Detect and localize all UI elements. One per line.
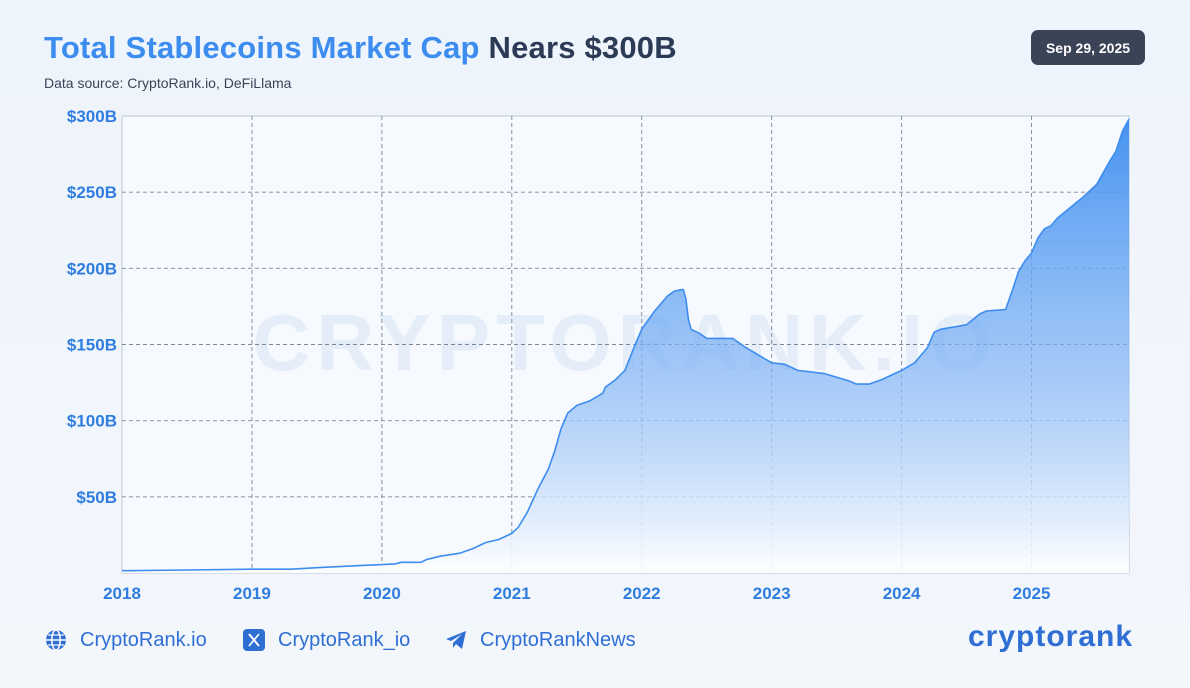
x-tick-label: 2018 [103,584,141,603]
y-tick-label: $100B [67,412,117,431]
y-tick-label: $300B [67,107,117,126]
x-tick-label: 2025 [1013,584,1051,603]
x-tick-label: 2019 [233,584,271,603]
x-axis-ticks: 2018 2019 2020 2021 2022 2023 2024 2025 [103,584,1050,603]
watermark: CRYPTORANK.IO [253,298,998,387]
x-tick-label: 2022 [623,584,661,603]
title-highlight: Total Stablecoins Market Cap [44,30,480,65]
brand-logo: cryptorank [968,620,1134,653]
date-badge: Sep 29, 2025 [1031,30,1145,65]
x-logo-icon [243,629,265,651]
x-tick-label: 2020 [363,584,401,603]
market-cap-line [121,118,1130,572]
footer-twitter-label: CryptoRank_io [278,628,411,651]
market-cap-area [122,119,1129,573]
y-tick-label: $50B [76,488,117,507]
x-tick-label: 2024 [883,584,921,603]
footer-website[interactable]: CryptoRank.io [44,626,207,654]
y-tick-label: $150B [67,336,117,355]
footer-website-label: CryptoRank.io [80,628,207,651]
y-tick-label: $250B [67,183,117,202]
globe-icon [46,629,66,651]
data-source: Data source: CryptoRank.io, DeFiLlama [44,75,292,91]
telegram-icon [446,631,466,649]
series-layer [121,118,1130,573]
x-tick-label: 2021 [493,584,531,603]
x-tick-label: 2023 [753,584,791,603]
footer-twitter[interactable]: CryptoRank_io [242,626,410,654]
y-tick-label: $200B [67,259,117,278]
y-axis-ticks: $50B $100B $150B $200B $250B $300B [67,107,117,507]
footer-telegram[interactable]: CryptoRankNews [444,626,636,654]
footer-telegram-label: CryptoRankNews [480,628,636,651]
title-rest: Nears $300B [479,30,677,65]
chart-title: Total Stablecoins Market Cap Nears $300B [44,30,677,66]
